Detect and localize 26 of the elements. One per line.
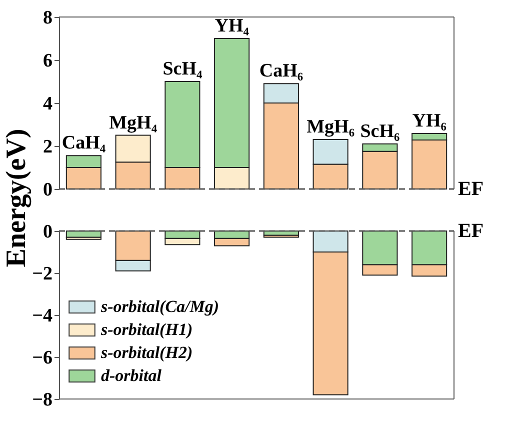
legend-label: s-orbital(Ca/Mg) [100,297,220,316]
y-tick-label: −4 [32,306,53,326]
y-tick-label: −6 [32,348,52,368]
x-tick-label: YH₄ [214,16,250,36]
ref-line-label: EF [458,178,484,200]
x-tick-label: CaH₄ [62,132,106,154]
y-tick-label: 8 [43,8,52,28]
x-tick-label: MgH₆ [306,116,355,138]
bar [66,230,102,238]
ref-line-label: EF [458,220,484,242]
x-tick-label: MgH₄ [109,112,158,134]
y-axis-title: Energy(eV) [1,128,32,268]
y-tick-label: 6 [43,50,52,72]
legend-label: s-orbital(H2) [100,343,193,362]
y-tick-label: 4 [43,94,53,114]
legend-label: s-orbital(H1) [100,320,193,339]
y-tick-label: 2 [43,136,52,158]
y-tick-label: 0 [43,222,52,242]
y-tick-label: −2 [32,264,52,284]
x-tick-label: ScH₄ [162,58,202,80]
x-tick-label: ScH₆ [360,120,400,142]
legend-label: d-orbital [101,366,162,385]
x-tick-label: YH₆ [412,110,447,132]
y-tick-label: −8 [32,390,52,410]
y-tick-label: 0 [43,180,52,200]
x-tick-label: CaH₆ [259,60,304,82]
